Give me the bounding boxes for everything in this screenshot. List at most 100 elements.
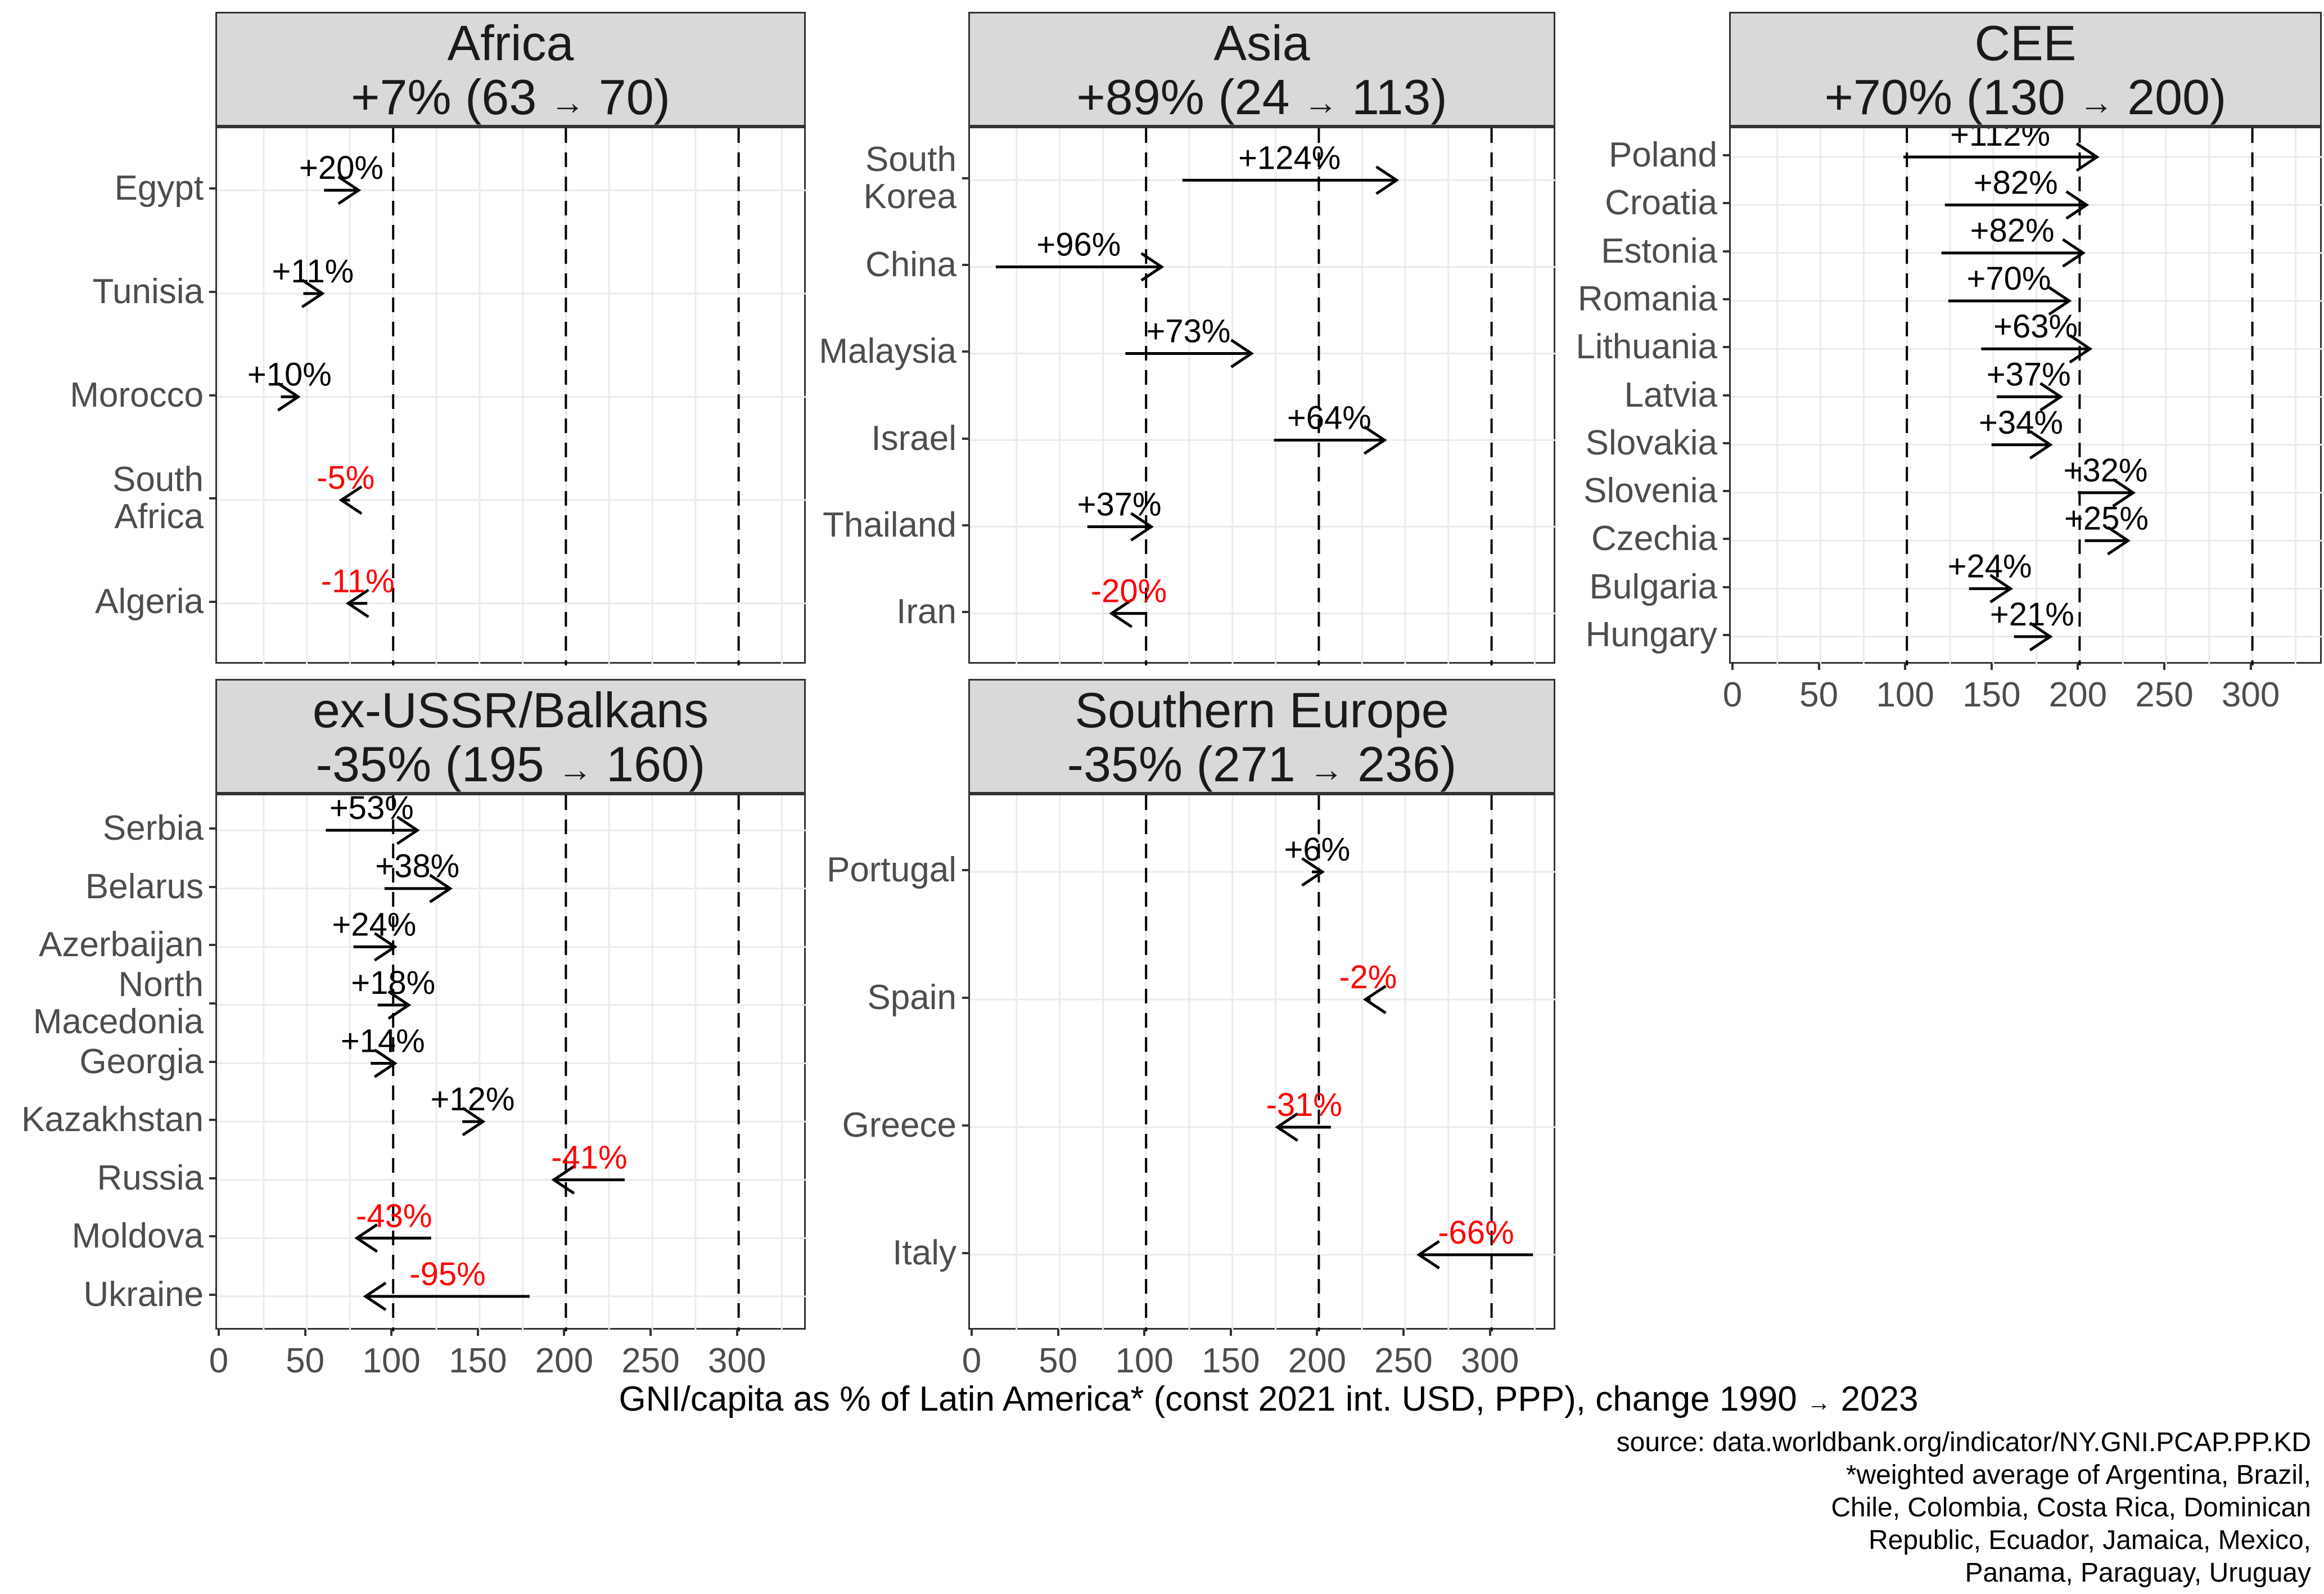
y-tick xyxy=(1723,633,1729,636)
arrow-head-belarus xyxy=(429,873,453,903)
y-tick xyxy=(209,944,215,947)
arrow-label-bulgaria: +24% xyxy=(1948,548,2032,585)
strip-ex-ussr-balkans: ex-USSR/Balkans -35% (195 → 160) xyxy=(215,679,806,794)
arrow-head-malaysia xyxy=(1230,339,1254,368)
x-tick-label: 200 xyxy=(1288,1341,1347,1380)
arrow-label-malaysia: +73% xyxy=(1146,313,1230,349)
y-tick xyxy=(962,437,968,440)
x-tick-label: 100 xyxy=(1876,676,1934,714)
y-tick xyxy=(209,290,215,293)
caption-line-footnote-4: Panama, Paraguay, Uruguay xyxy=(1965,1558,2311,1588)
y-label-malaysia: Malaysia xyxy=(819,332,956,371)
arrow-head-estonia xyxy=(2062,238,2086,268)
x-tick xyxy=(218,1330,220,1336)
y-label-bulgaria: Bulgaria xyxy=(1589,567,1717,606)
y-label-belarus: Belarus xyxy=(85,867,204,906)
x-tick-label: 50 xyxy=(1039,1341,1078,1380)
arrow-label-north-macedonia: +18% xyxy=(351,965,435,1001)
panel-subtitle-africa: +7% (63 → 70) xyxy=(351,69,670,125)
x-tick-label: 200 xyxy=(2048,676,2108,714)
y-tick xyxy=(209,1177,215,1179)
arrow-label-south-korea: +124% xyxy=(1238,139,1341,176)
x-tick xyxy=(2249,664,2252,670)
arrow-head-morocco xyxy=(277,382,301,412)
y-tick xyxy=(962,1251,968,1254)
y-tick xyxy=(962,524,968,526)
panel-title-southern-europe: Southern Europe xyxy=(1075,682,1449,738)
arrow-label-latvia: +37% xyxy=(1987,357,2071,393)
arrow-head-ukraine xyxy=(363,1281,387,1311)
y-tick xyxy=(1723,154,1729,157)
plot-svg-africa: +20% +11% +10% -5% -11% xyxy=(217,128,807,665)
panel-title-asia: Asia xyxy=(1213,15,1310,71)
arrow-label-czechia: +25% xyxy=(2064,500,2149,537)
panel-subtitle-ex-ussr-balkans: -35% (195 → 160) xyxy=(315,736,706,792)
y-tick xyxy=(1723,442,1729,444)
arrow-label-serbia: +53% xyxy=(330,795,414,826)
arrow-head-iran xyxy=(1109,598,1133,628)
arrow-label-estonia: +82% xyxy=(1970,213,2055,249)
y-label-greece: Greece xyxy=(842,1105,956,1145)
arrow-label-belarus: +38% xyxy=(375,848,459,885)
strip-southern-europe: Southern Europe -35% (271 → 236) xyxy=(968,679,1555,794)
x-tick xyxy=(563,1330,566,1336)
y-tick xyxy=(209,187,215,190)
arrow-head-south-korea xyxy=(1375,165,1400,195)
x-tick xyxy=(2163,664,2165,670)
y-label-romania: Romania xyxy=(1577,279,1717,318)
x-tick-label: 0 xyxy=(209,1341,229,1380)
arrow-label-iran: -20% xyxy=(1091,573,1167,610)
y-label-china: China xyxy=(865,245,956,285)
y-label-poland: Poland xyxy=(1608,136,1717,175)
x-tick-label: 250 xyxy=(621,1341,680,1380)
y-tick xyxy=(209,885,215,888)
plot-svg-asia: +124% +96% +73% +64% +37% -20% xyxy=(970,128,1557,665)
y-label-algeria: Algeria xyxy=(95,582,204,621)
arrow-label-egypt: +20% xyxy=(299,150,383,186)
y-label-slovakia: Slovakia xyxy=(1585,423,1717,462)
arrow-head-israel xyxy=(1363,425,1387,455)
y-label-serbia: Serbia xyxy=(102,809,204,848)
arrow-label-moldova: -43% xyxy=(356,1197,432,1234)
arrow-label-italy: -66% xyxy=(1438,1214,1514,1251)
arrow-label-morocco: +10% xyxy=(247,357,332,393)
y-tick xyxy=(1723,250,1729,253)
y-tick xyxy=(962,997,968,999)
x-axis-title: GNI/capita as % of Latin America* (const… xyxy=(619,1380,1919,1419)
x-tick xyxy=(1817,664,1820,670)
y-tick xyxy=(1723,298,1729,300)
strip-cee: CEE +70% (130 → 200) xyxy=(1729,12,2322,127)
plot-ex-ussr-balkans: +53% +38% +24% +18% +14% +12% -41% -43% -95% xyxy=(215,794,807,1331)
arrow-head-czechia xyxy=(2107,526,2131,556)
x-tick xyxy=(735,1330,738,1336)
panel-subtitle-cee: +70% (130 → 200) xyxy=(1824,69,2227,125)
y-label-kazakhstan: Kazakhstan xyxy=(21,1100,204,1140)
y-label-georgia: Georgia xyxy=(79,1042,204,1081)
y-tick xyxy=(209,1119,215,1122)
plot-svg-southern-europe: +6% -2% -31% -66% xyxy=(970,795,1557,1331)
x-tick xyxy=(2077,664,2079,670)
arrow-label-kazakhstan: +12% xyxy=(431,1081,515,1118)
x-tick-label: 300 xyxy=(2221,676,2280,714)
arrow-head-south-africa xyxy=(339,485,363,515)
caption-line-footnote-3: Republic, Ecuador, Jamaica, Mexico, xyxy=(1868,1525,2311,1555)
strip-africa: Africa +7% (63 → 70) xyxy=(215,12,806,127)
y-tick xyxy=(1723,346,1729,349)
arrow-label-israel: +64% xyxy=(1287,400,1371,436)
x-tick-label: 100 xyxy=(362,1341,421,1380)
arrow-label-georgia: +14% xyxy=(341,1023,425,1060)
panel-subtitle-southern-europe: -35% (271 → 236) xyxy=(1067,736,1457,792)
panel-title-ex-ussr-balkans: ex-USSR/Balkans xyxy=(312,682,709,738)
y-tick xyxy=(1723,202,1729,205)
arrow-head-kazakhstan xyxy=(462,1107,486,1137)
y-tick xyxy=(209,600,215,603)
y-label-italy: Italy xyxy=(892,1233,956,1272)
panel-title-cee: CEE xyxy=(1974,15,2077,71)
y-label-czechia: Czechia xyxy=(1591,519,1717,559)
panel-title-africa: Africa xyxy=(447,15,574,71)
arrow-head-latvia xyxy=(2039,382,2064,412)
y-tick xyxy=(209,1293,215,1296)
x-tick-label: 150 xyxy=(1962,676,2021,714)
x-tick xyxy=(476,1330,479,1336)
